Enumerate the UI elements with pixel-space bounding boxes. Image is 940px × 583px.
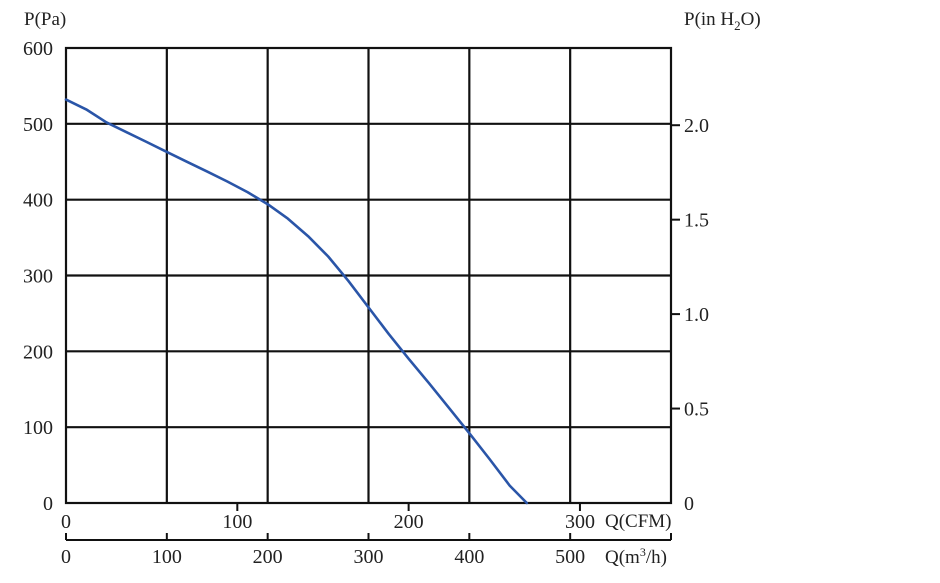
right-axis-title-sub: 2: [734, 18, 741, 33]
plot-frame: [64, 46, 673, 505]
left-tick-label: 200: [23, 341, 53, 363]
m3h-tick-label: 300: [354, 546, 384, 568]
pressure-flow-curve: [64, 98, 529, 505]
cfm-tick-label: 300: [565, 511, 595, 533]
m3h-tick-label: 200: [253, 546, 283, 568]
right-tick-label: 2.0: [684, 115, 709, 137]
m3h-tick-label: 500: [555, 546, 585, 568]
left-tick-label: 300: [23, 266, 53, 288]
right-tick-label: 1.5: [684, 210, 709, 232]
right-axis-title-tail: O): [741, 9, 761, 30]
right-tick-label: 0.5: [684, 399, 709, 421]
m3h-tick-label: 0: [61, 546, 71, 568]
x-axis-m3h-title-sup: 3: [640, 545, 646, 559]
right-axis-title-main: P(in H: [684, 9, 734, 30]
left-axis-ticks: 600 500 400 300 200 100 0: [23, 38, 53, 515]
right-tick-label: 0: [684, 493, 694, 515]
series: [64, 98, 529, 505]
x-axis-m3h: 0 100 200 300 400 500: [61, 533, 672, 568]
left-tick-label: 100: [23, 417, 53, 439]
x-axis-cfm-title: Q(CFM): [605, 511, 672, 532]
right-axis-title: P(in H2O): [684, 9, 761, 33]
m3h-tick-label: 400: [454, 546, 484, 568]
left-tick-label: 500: [23, 114, 53, 136]
x-axis-m3h-title-main: Q(m: [605, 547, 640, 568]
left-tick-label: 600: [23, 38, 53, 60]
left-axis-title: P(Pa): [24, 9, 66, 30]
x-axis-m3h-title-tail: /h): [646, 547, 667, 568]
x-axis-m3h-title: Q(m3/h): [605, 545, 667, 568]
cfm-tick-label: 100: [222, 511, 252, 533]
left-tick-label: 400: [23, 190, 53, 212]
x-axis-cfm-ticks: 0 100 200 300: [61, 503, 595, 533]
cfm-tick-label: 0: [61, 511, 71, 533]
right-tick-label: 1.0: [684, 304, 709, 326]
cfm-tick-label: 200: [394, 511, 424, 533]
grid: [66, 48, 671, 503]
m3h-tick-label: 100: [152, 546, 182, 568]
right-axis-ticks: 2.0 1.5 1.0 0.5 0: [671, 115, 709, 515]
left-tick-label: 0: [43, 493, 53, 515]
